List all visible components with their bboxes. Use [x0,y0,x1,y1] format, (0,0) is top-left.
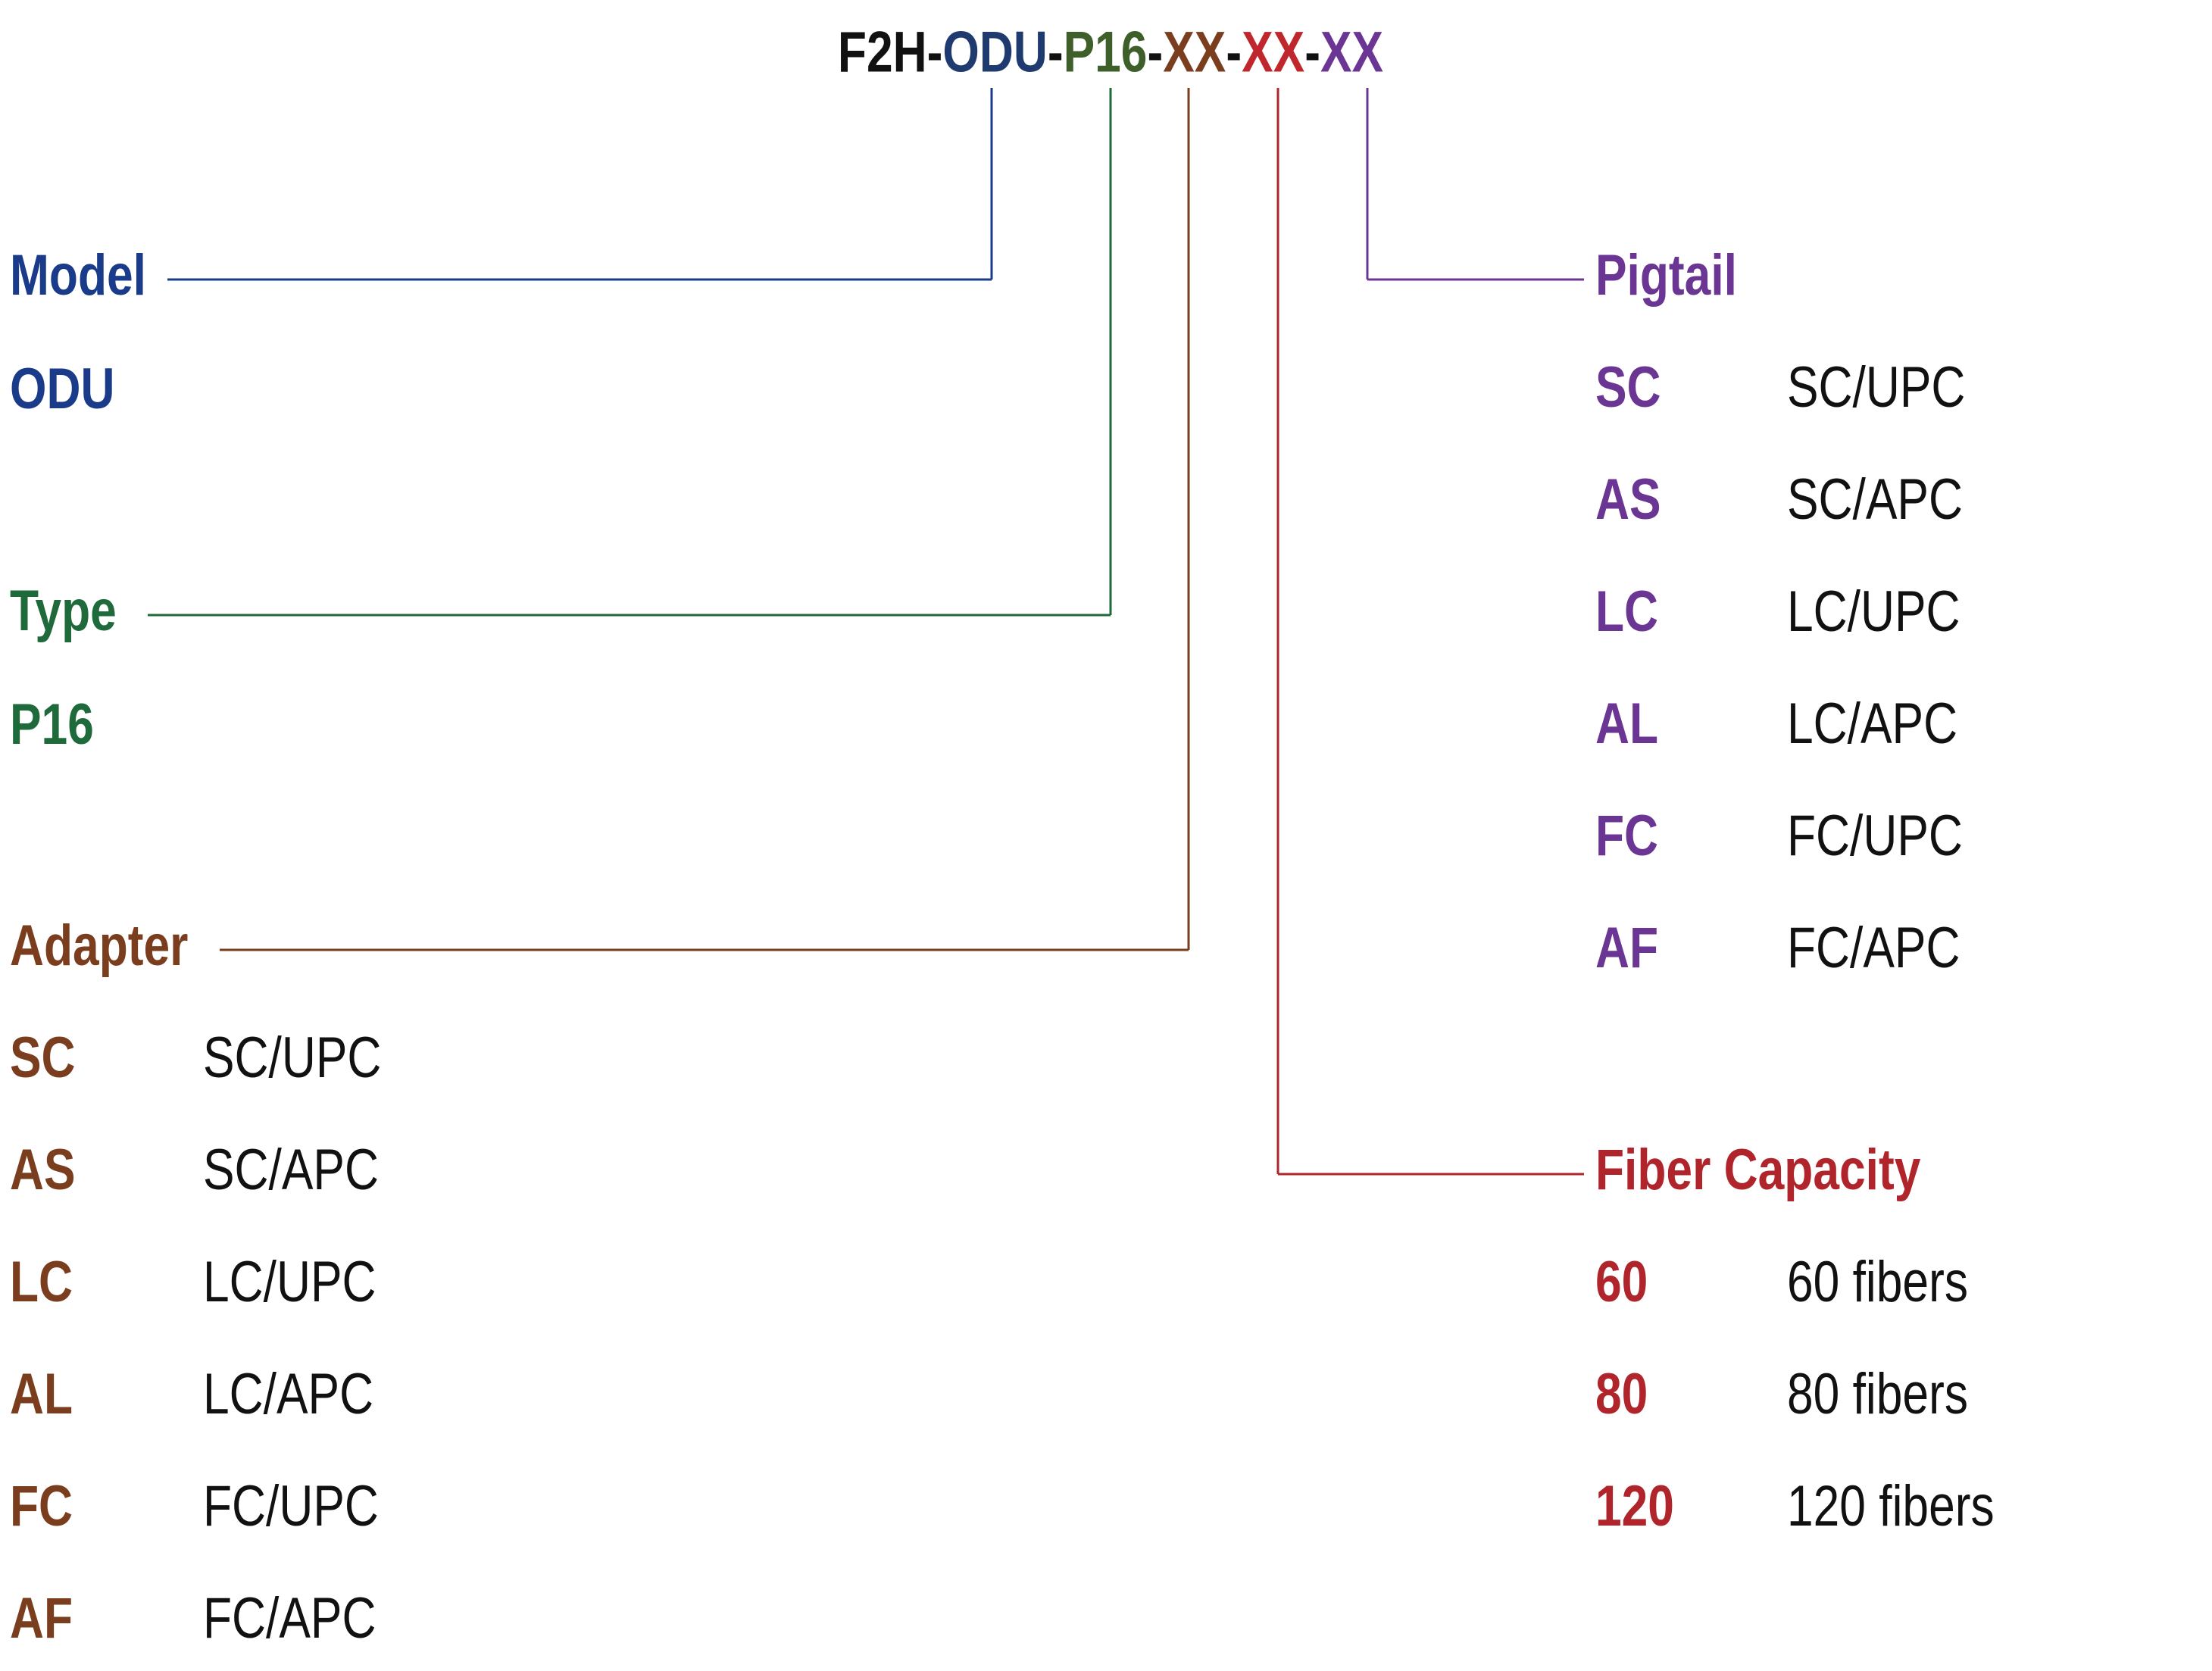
group-title: Fiber Capacity [1595,1137,1921,1201]
option-code: 60 [1595,1249,1648,1313]
code-segment: - [1048,20,1064,84]
option-description: LC/APC [1787,691,1957,755]
option-description: FC/UPC [203,1473,379,1538]
option-code: FC [1595,803,1658,867]
code-segment: XX [1242,20,1304,84]
option-description: LC/UPC [1787,579,1960,643]
option-code: LC [10,1249,73,1313]
option-code: 80 [1595,1361,1648,1426]
option-code: AL [10,1361,73,1426]
option-description: LC/UPC [203,1249,376,1313]
option-code: 120 [1595,1473,1674,1538]
option-code: SC [10,1025,76,1089]
code-segment: - [1147,20,1163,84]
option-code: AS [10,1137,76,1201]
option-description: 60 fibers [1787,1249,1968,1313]
option-code: LC [1595,579,1658,643]
option-code: AF [10,1585,73,1650]
option-code: FC [10,1473,73,1538]
group-title: Type [10,578,117,642]
code-segment: - [1304,20,1320,84]
option-description: FC/APC [1787,915,1960,979]
option-description: FC/UPC [1787,803,1963,867]
option-description: SC/APC [1787,467,1963,531]
option-code: P16 [10,692,94,756]
group-title: Pigtail [1595,242,1737,307]
code-segment: ODU [942,20,1047,84]
code-segment: XX [1320,20,1383,84]
code-segment: F2H- [838,20,942,84]
code-segment: XX [1163,20,1226,84]
option-code: SC [1595,355,1661,419]
option-description: LC/APC [203,1361,373,1426]
option-code: ODU [10,356,114,420]
group-title: Adapter [10,913,188,977]
option-description: FC/APC [203,1585,376,1650]
option-description: SC/UPC [1787,355,1965,419]
code-segment: P16 [1064,20,1148,84]
option-code: AS [1595,467,1661,531]
option-description: SC/UPC [203,1025,381,1089]
option-description: 80 fibers [1787,1361,1968,1426]
option-code: AF [1595,915,1658,979]
option-description: 120 fibers [1787,1473,1995,1538]
option-description: SC/APC [203,1137,379,1201]
order-code: F2H-ODU-P16-XX-XX-XX [838,20,1383,84]
code-segment: - [1226,20,1242,84]
group-title: Model [10,242,146,307]
option-code: AL [1595,691,1658,755]
